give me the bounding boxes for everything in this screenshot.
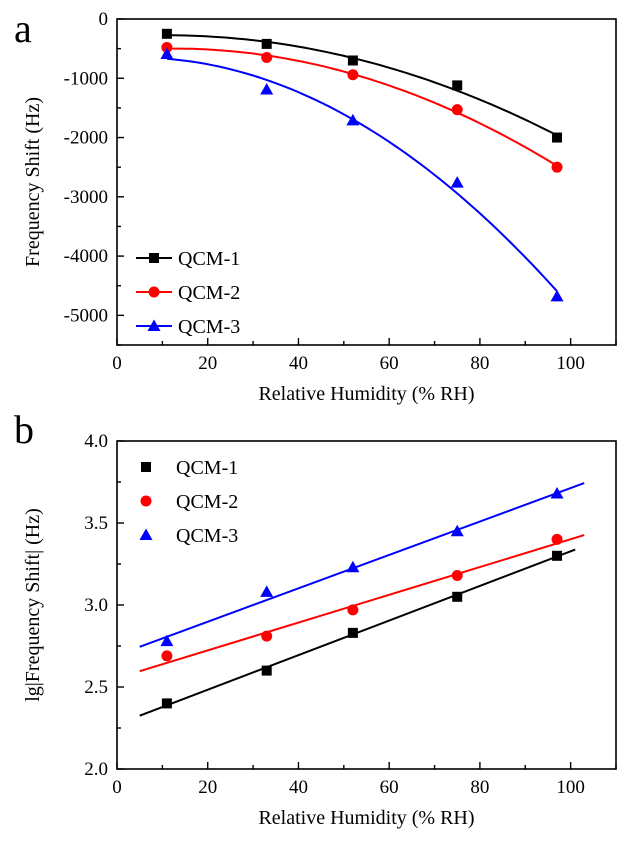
y-axis-title: lg|Frequency Shift| (Hz): [22, 508, 44, 702]
legend-label: QCM-1: [176, 457, 238, 479]
data-point: [450, 524, 464, 537]
legend-label: QCM-3: [178, 316, 240, 338]
data-point: [161, 28, 172, 39]
data-point: [160, 47, 174, 59]
legend-label: QCM-1: [178, 248, 240, 270]
panel-b-letter: b: [14, 407, 34, 452]
panel-a-chart: 0 20 40 60 80 100 0 -1000 -2000 -3000 -4000 -5000 Re…: [22, 9, 617, 405]
x-tick-label: 100: [556, 777, 585, 798]
data-point: [451, 104, 463, 116]
data-point: [347, 627, 358, 638]
data-point: [161, 41, 173, 53]
legend-marker: [140, 495, 152, 507]
y-tick-label: -1000: [64, 68, 108, 89]
x-tick-label: 60: [380, 777, 399, 798]
data-point: [452, 80, 463, 91]
data-point: [261, 630, 273, 642]
legend-marker: [139, 528, 153, 540]
fit-line: [139, 534, 585, 673]
data-point: [346, 560, 360, 573]
data-point: [261, 38, 272, 49]
legend-marker: [147, 319, 161, 331]
x-tick-label: 40: [289, 777, 308, 798]
x-tick-label: 60: [380, 353, 399, 374]
x-tick-label: 20: [198, 777, 217, 798]
y-tick-label: -2000: [64, 128, 108, 149]
x-tick-label: 0: [112, 777, 122, 798]
fit-line: [139, 482, 585, 648]
data-point: [161, 650, 173, 662]
y-tick-label: 4.0: [84, 431, 108, 452]
series-qcm-1: [161, 28, 563, 143]
y-tick-label: 2.5: [84, 677, 108, 698]
data-point: [346, 113, 360, 126]
x-tick-label: 20: [198, 353, 217, 374]
data-point: [261, 665, 272, 676]
x-tick-label: 0: [112, 353, 122, 374]
fit-line: [166, 34, 558, 137]
series-qcm-3: [160, 47, 564, 302]
legend-marker: [141, 462, 151, 472]
data-point: [347, 55, 358, 66]
y-tick-label: 3.0: [84, 595, 108, 616]
x-tick-label: 80: [470, 777, 489, 798]
fit-line: [166, 57, 558, 292]
y-tick-label: -3000: [64, 187, 108, 208]
legend-label: QCM-2: [178, 282, 240, 304]
y-tick-label: 2.0: [84, 759, 108, 780]
y-tick-label: -4000: [64, 246, 108, 267]
data-point: [552, 550, 563, 561]
data-point: [160, 634, 174, 647]
data-point: [452, 591, 463, 602]
data-point: [450, 176, 464, 188]
legend-marker: [149, 253, 159, 263]
legend-label: QCM-2: [176, 491, 238, 513]
legend-label: QCM-3: [176, 525, 238, 547]
panel-a-letter: a: [14, 6, 32, 51]
data-point: [260, 83, 274, 95]
data-point: [260, 585, 274, 597]
data-point: [551, 533, 563, 545]
x-axis-title: Relative Humidity (% RH): [258, 807, 474, 829]
data-point: [347, 69, 359, 81]
data-point: [550, 289, 564, 302]
data-point: [552, 132, 563, 143]
x-tick-label: 40: [289, 353, 308, 374]
y-axis-title: Frequency Shift (Hz): [22, 97, 44, 267]
x-tick-label: 100: [556, 353, 585, 374]
legend-marker: [148, 286, 160, 298]
series-qcm-2: [161, 41, 563, 173]
data-point: [347, 604, 359, 616]
data-point: [261, 52, 273, 64]
series-qcm-2: [139, 533, 585, 673]
legend: QCM-1 QCM-2 QCM-3: [139, 457, 238, 547]
data-point: [551, 161, 563, 173]
y-tick-label: 3.5: [84, 513, 108, 534]
panel-b-chart: 0 20 40 60 80 100 2.0 2.5 3.0 3.5 4.0 Relative Humi…: [22, 431, 617, 829]
series-qcm-3: [139, 482, 585, 648]
data-point: [161, 698, 172, 709]
data-point: [451, 569, 463, 581]
legend: QCM-1 QCM-2 QCM-3: [136, 248, 240, 338]
y-tick-label: 0: [99, 9, 109, 30]
x-axis-title: Relative Humidity (% RH): [258, 383, 474, 405]
series-qcm-1: [139, 548, 576, 717]
fit-line: [166, 47, 558, 167]
y-tick-label: -5000: [64, 305, 108, 326]
x-tick-label: 80: [470, 353, 489, 374]
data-point: [550, 486, 564, 499]
plot-frame: [116, 18, 617, 346]
